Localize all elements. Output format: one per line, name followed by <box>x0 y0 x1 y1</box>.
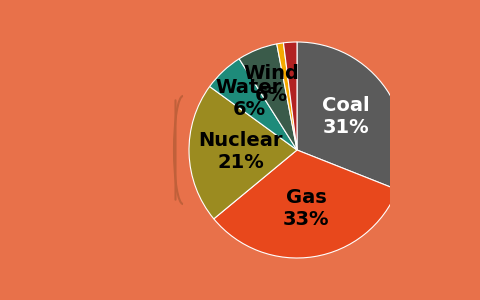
Wedge shape <box>239 44 297 150</box>
Wedge shape <box>189 86 297 219</box>
Wedge shape <box>277 43 297 150</box>
Text: Nuclear
21%: Nuclear 21% <box>199 131 283 172</box>
Text: Wind
6%: Wind 6% <box>243 64 299 105</box>
Wedge shape <box>284 42 297 150</box>
Text: Coal
31%: Coal 31% <box>322 96 370 137</box>
Wedge shape <box>210 59 297 150</box>
Wedge shape <box>297 42 405 190</box>
Text: Gas
33%: Gas 33% <box>283 188 330 229</box>
Text: Water
6%: Water 6% <box>216 78 282 119</box>
Wedge shape <box>214 150 397 258</box>
